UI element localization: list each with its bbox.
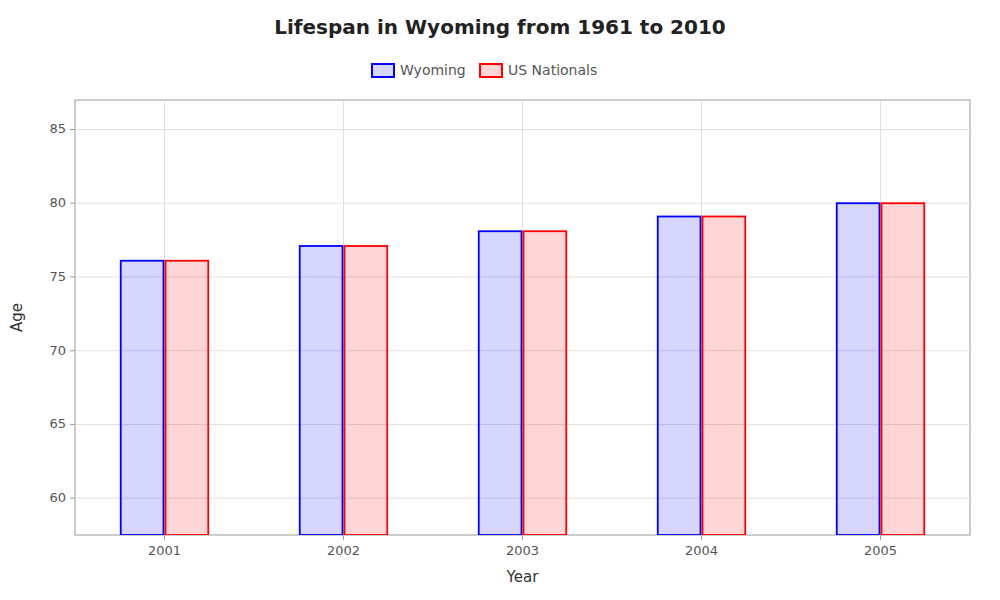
tick-label: 2001 <box>148 543 181 558</box>
bar <box>121 261 164 535</box>
bar <box>703 216 746 535</box>
tick-label: 65 <box>49 416 66 431</box>
y-axis-label: Age <box>8 303 26 332</box>
tick-mark <box>70 276 75 277</box>
tick-label: 75 <box>49 269 66 284</box>
bar <box>166 261 209 535</box>
legend-swatch <box>480 64 502 77</box>
tick-mark <box>701 535 702 540</box>
tick-label: 80 <box>49 195 66 210</box>
bar <box>837 203 880 535</box>
bar <box>658 216 701 535</box>
tick-label: 2004 <box>685 543 718 558</box>
tick-mark <box>70 424 75 425</box>
legend: Wyoming US Nationals <box>372 62 597 78</box>
tick-mark <box>70 350 75 351</box>
bar <box>479 231 522 535</box>
tick-mark <box>343 535 344 540</box>
bar <box>524 231 567 535</box>
tick-label: 2005 <box>864 543 897 558</box>
tick-mark <box>522 535 523 540</box>
tick-label: 2003 <box>506 543 539 558</box>
tick-label: 85 <box>49 121 66 136</box>
legend-label: Wyoming <box>400 62 466 78</box>
legend-label: US Nationals <box>508 62 597 78</box>
tick-mark <box>164 535 165 540</box>
bar <box>345 246 388 535</box>
tick-mark <box>70 129 75 130</box>
bar <box>300 246 343 535</box>
x-axis-label: Year <box>506 568 540 586</box>
bar <box>882 203 925 535</box>
tick-label: 70 <box>49 343 66 358</box>
bars <box>121 203 925 535</box>
tick-mark <box>70 203 75 204</box>
tick-label: 60 <box>49 490 66 505</box>
tick-mark <box>880 535 881 540</box>
tick-mark <box>70 498 75 499</box>
plot-frame <box>75 100 970 535</box>
tick-label: 2002 <box>327 543 360 558</box>
chart: Lifespan in Wyoming from 1961 to 2010 60 6… <box>0 0 1000 600</box>
title: Lifespan in Wyoming from 1961 to 2010 <box>274 15 726 39</box>
legend-swatch <box>372 64 394 77</box>
